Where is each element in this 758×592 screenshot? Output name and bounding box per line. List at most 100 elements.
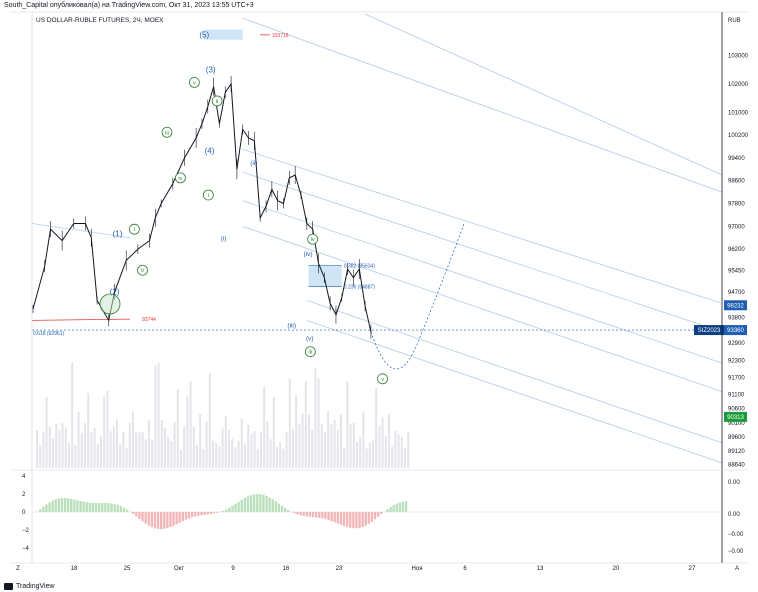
osc-bar — [150, 512, 153, 528]
volume-bar — [52, 438, 54, 468]
volume-bar — [372, 440, 374, 468]
osc-bar — [76, 500, 79, 512]
volume-bar — [365, 448, 368, 468]
y-tick-label: 100200 — [728, 133, 749, 139]
wave-minor-circle — [307, 233, 319, 245]
osc-bar — [156, 512, 160, 529]
volume-bar — [368, 442, 371, 468]
osc-bar — [324, 512, 327, 520]
osc-bar — [184, 512, 188, 520]
osc-bar — [45, 504, 48, 512]
osc-bar — [392, 505, 395, 512]
volume-bar — [208, 373, 211, 468]
osc-bar — [116, 504, 119, 512]
x-tick-label: Z — [16, 566, 20, 572]
volume-bar — [276, 446, 278, 468]
osc-bar — [299, 512, 302, 516]
volume-bar — [362, 411, 365, 468]
wave-sub-label: (i) — [221, 236, 227, 243]
volume-bar — [93, 428, 96, 468]
osc-bar — [206, 512, 209, 515]
osc-bar — [231, 505, 234, 512]
series-badge — [694, 325, 724, 336]
volume-bar — [173, 422, 176, 468]
volume-bar — [320, 424, 323, 468]
osc-bar — [169, 512, 172, 528]
volume-bar — [404, 447, 406, 468]
volume-bar — [74, 445, 77, 468]
volume-bar — [279, 442, 282, 468]
wave-major-label: (4) — [205, 147, 215, 156]
osc-tick-left: 0 — [22, 510, 26, 516]
volume-bar — [317, 378, 320, 468]
osc-bar — [259, 494, 262, 512]
osc-bar — [144, 512, 147, 524]
volume-bar — [237, 440, 240, 468]
osc-bar — [327, 512, 330, 520]
y-tick-label: 103000 — [728, 53, 749, 59]
volume-bar — [260, 431, 262, 468]
osc-bar — [237, 501, 240, 512]
osc-bar — [172, 512, 175, 526]
brand-footer: TradingView — [4, 583, 55, 590]
volume-bar — [375, 387, 378, 468]
volume-bar — [39, 445, 42, 468]
y-tick-label: 88640 — [728, 463, 745, 469]
osc-bar — [141, 512, 144, 522]
wave-minor-label: iv — [311, 237, 315, 243]
volume-bar — [352, 422, 355, 468]
volume-bar — [77, 411, 80, 468]
wave-minor-circle — [377, 373, 388, 385]
volume-bar — [154, 365, 157, 468]
trend-channel — [31, 13, 723, 464]
wave-major-label: (5) — [199, 31, 209, 40]
y-tick-label: 98600 — [728, 179, 745, 185]
osc-bar — [234, 503, 237, 512]
volume-bar — [218, 446, 221, 468]
volume-bar — [71, 362, 74, 468]
auto-scale-button: A — [735, 566, 739, 572]
osc-bar — [367, 512, 370, 524]
osc-bar — [253, 494, 256, 512]
osc-bar — [132, 512, 135, 515]
volume-bar — [397, 433, 400, 468]
osc-bar — [175, 512, 178, 525]
volume-bar — [333, 419, 336, 468]
wave-annotations: (1)(2)(3)(4)(5)(i)(ii)(iii)(iv)(v)iiiiii… — [99, 31, 388, 385]
volume-bar — [205, 421, 208, 468]
volume-bar — [176, 389, 179, 468]
osc-bar — [383, 511, 386, 512]
y-tick-label: 94700 — [728, 290, 745, 296]
volume-bar — [292, 428, 294, 468]
channel-line — [242, 200, 723, 364]
volume-bar — [106, 390, 109, 468]
osc-bar — [63, 498, 67, 512]
osc-bar — [212, 512, 215, 514]
osc-bar — [104, 503, 107, 512]
x-tick-label: Ноя — [412, 566, 423, 572]
volume-bar — [346, 381, 349, 468]
osc-bar — [166, 512, 169, 529]
volume-bar — [340, 414, 342, 468]
volume-bar — [58, 430, 61, 468]
volume-bar — [196, 444, 198, 468]
price-series — [32, 75, 372, 339]
osc-bar — [215, 512, 219, 513]
osc-bar — [57, 498, 60, 512]
volume-bar — [68, 442, 70, 468]
osc-bar — [380, 512, 383, 515]
volume-bar — [189, 381, 192, 468]
y-tick-label: 91700 — [728, 375, 745, 381]
y-tick-label: 101000 — [728, 110, 749, 116]
volume-bar — [125, 448, 128, 468]
y-tick-label: 102000 — [728, 82, 749, 88]
series-badge-label: SIZ2023 — [698, 328, 721, 334]
osc-bar — [311, 512, 315, 518]
y-tick-label: 95450 — [728, 269, 745, 275]
osc-bar — [256, 494, 259, 512]
y-tick-label: 99400 — [728, 156, 745, 162]
volume-bars — [36, 362, 410, 468]
volume-bar — [336, 429, 339, 468]
osc-bar — [153, 512, 157, 529]
